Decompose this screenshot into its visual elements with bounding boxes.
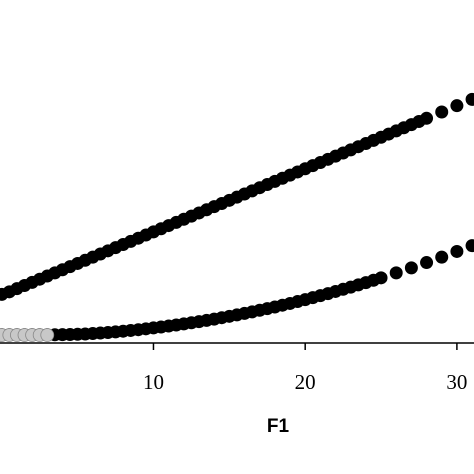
data-point [389,266,403,280]
data-point [450,99,464,113]
data-point [465,92,474,106]
x-axis-title: F1 [267,416,290,437]
x-tick-label: 10 [143,370,164,394]
data-point [420,256,434,270]
data-point [450,244,464,258]
data-point [420,111,434,125]
x-tick-label: 20 [295,370,316,394]
data-point [465,239,474,253]
series-group [0,92,474,342]
x-ticks: 10 20 30 [143,343,467,394]
series-1 [0,92,474,301]
data-point [40,328,55,342]
data-point [435,250,449,264]
x-tick-label: 30 [446,370,467,394]
series-2 [0,239,474,342]
data-point [374,271,388,285]
data-point [404,261,418,275]
data-point [435,105,449,119]
series-3 [0,328,55,342]
